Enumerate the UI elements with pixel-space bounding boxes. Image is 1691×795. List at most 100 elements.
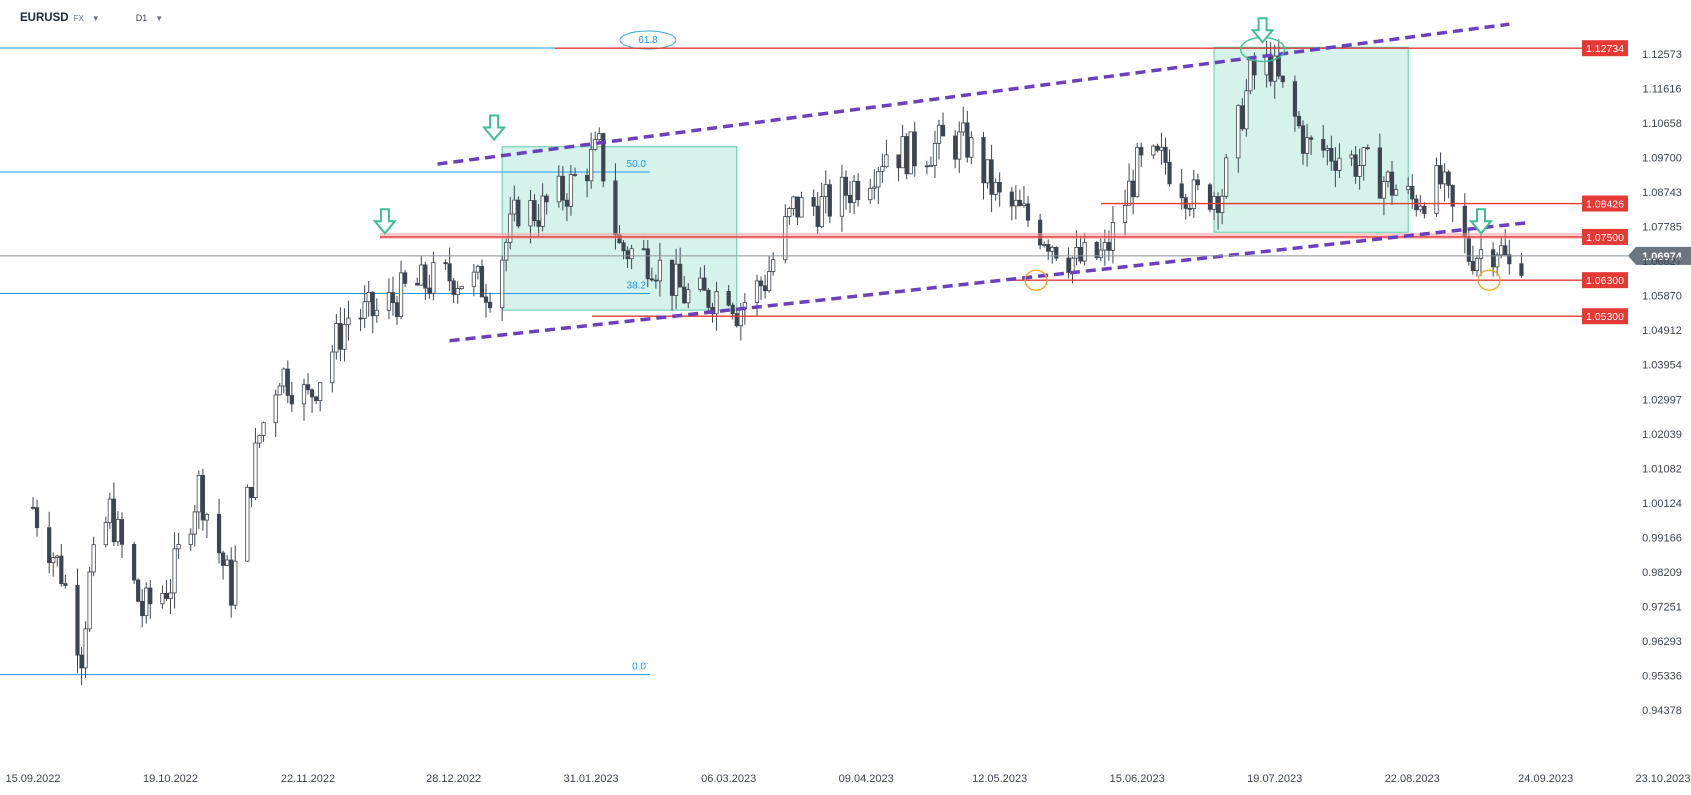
candle-bear: [479, 266, 485, 298]
candle-bull: [1499, 245, 1504, 256]
chart-header: EURUSD FX ▼ D1 ▼: [20, 12, 163, 24]
candle-bear: [1131, 180, 1136, 198]
arrow-down-shape: [481, 114, 507, 142]
candle-bull: [851, 180, 857, 204]
candle-bear: [59, 555, 64, 585]
candle-bull: [791, 196, 796, 209]
candle-bull: [103, 522, 108, 546]
y-tick-label: 1.11616: [1643, 84, 1682, 96]
candle-bear: [1009, 191, 1014, 207]
candle-bull: [799, 197, 804, 218]
candle-bull: [1304, 137, 1310, 154]
y-tick-label: 1.06827: [1642, 256, 1682, 268]
candle-bull: [900, 136, 905, 169]
level-tag-label: 1.07500: [1586, 232, 1624, 244]
channel-line[interactable]: [449, 220, 1530, 343]
level-tag: [1582, 195, 1628, 212]
channel-line[interactable]: [437, 22, 1510, 166]
candle-bear: [1215, 196, 1221, 213]
arrow-down-shape: [1468, 208, 1494, 235]
candle-bull: [540, 195, 545, 227]
candle-bear: [1329, 147, 1334, 162]
candle-bull: [330, 351, 335, 384]
arrow-down-shape: [372, 208, 398, 235]
caret-down-icon[interactable]: ▼: [155, 13, 164, 23]
candle-bear: [1252, 59, 1257, 76]
candle-bear: [451, 280, 456, 295]
symbol-label[interactable]: EURUSD: [20, 12, 69, 24]
candle-bull: [1381, 181, 1387, 199]
y-tick-label: 1.02039: [1642, 429, 1682, 441]
candle-bear: [443, 262, 448, 265]
candle-bull: [253, 442, 258, 498]
candle-bull: [969, 137, 974, 158]
caret-down-icon[interactable]: ▼: [91, 13, 100, 23]
candle-bear: [305, 384, 311, 391]
candle-bear: [119, 519, 125, 545]
candle-bear: [726, 290, 731, 306]
candle-bear: [427, 287, 432, 294]
candle-bull: [245, 486, 250, 562]
candle-bear: [560, 175, 565, 201]
candle-bear: [924, 165, 929, 168]
x-tick-label: 31.01.2023: [564, 773, 619, 785]
candle-bear: [1094, 241, 1099, 259]
candle-bull: [366, 292, 371, 303]
candle-bear: [1466, 236, 1471, 262]
candle-bear: [572, 174, 578, 176]
candle-bull: [115, 519, 121, 543]
candle-bear: [1491, 249, 1496, 268]
candle-bull: [1082, 241, 1087, 262]
x-tick-label: 28.12.2022: [426, 773, 481, 785]
candle-bear: [63, 583, 68, 586]
candle-bull: [985, 159, 990, 184]
candle-bull: [1135, 147, 1140, 198]
candle-bear: [702, 277, 707, 291]
candle-bull: [1357, 165, 1362, 177]
candle-bear: [544, 195, 549, 203]
candle-bear: [585, 174, 590, 182]
candle-bear: [483, 296, 489, 303]
timeframe-label[interactable]: D1: [135, 13, 148, 23]
y-tick-label: 1.07785: [1642, 222, 1682, 234]
candle-bull: [936, 124, 942, 144]
candle-bull: [597, 133, 602, 140]
level-tag-label: 1.12734: [1586, 43, 1624, 55]
candle-bear: [1309, 137, 1314, 140]
candle-bull: [1442, 171, 1447, 185]
candle-bear: [1410, 185, 1415, 200]
candle-bull: [374, 309, 379, 317]
candle-bull: [629, 248, 634, 260]
candle-bull: [386, 292, 392, 311]
y-tick-label: 1.08743: [1642, 187, 1682, 199]
candle-bull: [698, 277, 703, 291]
candle-bull: [568, 174, 574, 207]
candle-bear: [1280, 75, 1285, 83]
x-tick-label: 22.11.2022: [281, 773, 335, 785]
level-tag-label: 1.06300: [1586, 275, 1624, 287]
candle-bull: [346, 317, 351, 325]
y-tick-label: 0.96293: [1642, 636, 1682, 648]
candle-bear: [827, 184, 832, 217]
y-tick-label: 1.09700: [1642, 153, 1682, 165]
candle-bear: [896, 154, 901, 169]
candle-bear: [1046, 244, 1051, 252]
candle-bear: [229, 559, 234, 606]
candle-bull: [868, 187, 873, 201]
candle-bull: [839, 176, 845, 217]
candle-bear: [216, 513, 222, 554]
candle-bull: [1244, 90, 1249, 130]
arrow-down-icon: [1250, 17, 1275, 44]
candle-bear: [140, 600, 145, 617]
candle-bull: [880, 166, 885, 172]
candle-bear: [1507, 254, 1512, 265]
candle-bull: [172, 548, 177, 594]
candle-bear: [487, 301, 493, 309]
candle-bull: [823, 184, 828, 197]
candle-bear: [164, 592, 169, 599]
x-tick-label: 15.06.2023: [1110, 773, 1165, 785]
highlight-circle: [1477, 269, 1501, 291]
candle-bear: [79, 654, 84, 669]
candle-bull: [281, 368, 286, 387]
